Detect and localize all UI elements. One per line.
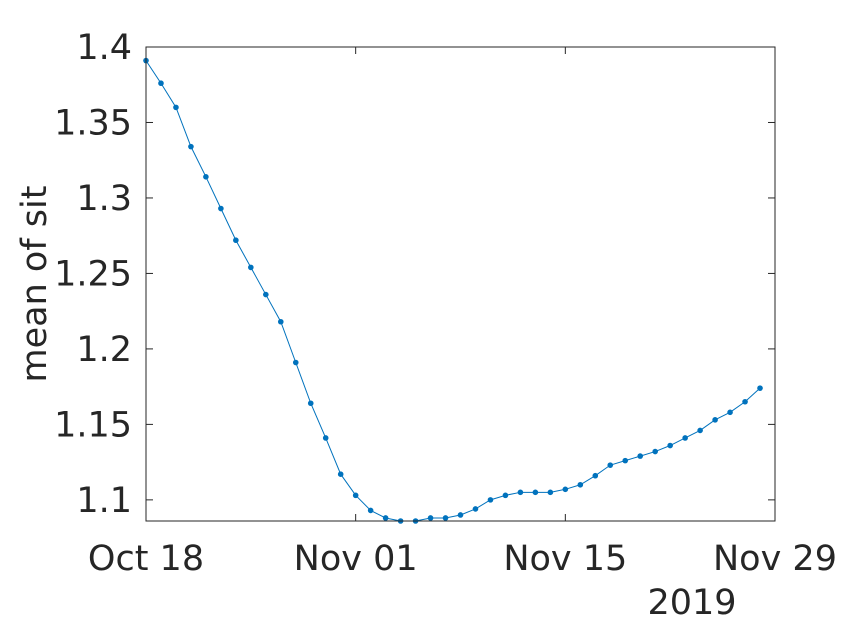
data-point — [188, 143, 194, 150]
data-point — [292, 359, 299, 366]
data-point — [532, 489, 539, 496]
data-point — [367, 507, 374, 514]
y-tick-label: 1.4 — [76, 28, 132, 68]
y-tick-label: 1.1 — [76, 481, 132, 521]
y-tick-label: 1.25 — [54, 254, 132, 294]
data-point — [382, 515, 389, 521]
data-point — [307, 400, 314, 407]
data-point — [622, 457, 629, 464]
y-tick-label: 1.15 — [54, 405, 132, 445]
data-point — [457, 512, 464, 518]
data-point — [517, 489, 524, 496]
data-point — [607, 462, 614, 468]
data-point — [667, 442, 673, 449]
data-point — [248, 264, 254, 271]
data-point — [337, 471, 344, 478]
series-line — [145, 60, 761, 522]
y-axis-label: mean of sit — [15, 186, 55, 383]
data-point — [233, 237, 239, 244]
data-point — [757, 385, 763, 391]
data-point — [712, 417, 718, 423]
data-point — [502, 492, 509, 499]
x-tick-label: Nov 29 — [713, 539, 837, 579]
data-point — [352, 492, 359, 499]
data-point — [742, 398, 748, 405]
axes — [145, 46, 776, 522]
data-point — [173, 104, 179, 111]
data-point — [592, 472, 599, 479]
data-point — [637, 453, 644, 459]
data-point — [427, 515, 434, 521]
data-point — [158, 80, 164, 87]
plot-area — [143, 57, 763, 524]
data-point — [277, 318, 284, 325]
data-point — [727, 409, 733, 416]
data-point — [697, 427, 703, 434]
data-point — [218, 205, 224, 212]
data-point — [472, 506, 479, 512]
x-axis-year-label: 2019 — [647, 583, 736, 623]
data-point — [203, 174, 209, 180]
data-point — [652, 448, 658, 455]
y-tick-label: 1.2 — [76, 330, 132, 370]
axes-frame — [145, 46, 776, 522]
data-point — [577, 481, 584, 488]
ticks: Oct 18 Nov 01 Nov 15 Nov 29 1.1 1.15 1.2 1.25 1.… — [54, 28, 837, 579]
data-point — [547, 489, 554, 496]
data-point — [322, 435, 329, 441]
data-point — [442, 515, 449, 521]
x-tick-label: Nov 15 — [503, 539, 627, 579]
y-tick-label: 1.3 — [76, 179, 132, 219]
data-point — [487, 497, 494, 503]
data-point — [682, 435, 688, 441]
y-tick-label: 1.35 — [54, 103, 132, 143]
labels: mean of sit 2019 — [15, 186, 737, 623]
data-point — [562, 486, 569, 493]
x-tick-label: Oct 18 — [88, 539, 204, 579]
x-tick-label: Nov 01 — [294, 539, 418, 579]
data-point — [263, 291, 269, 298]
